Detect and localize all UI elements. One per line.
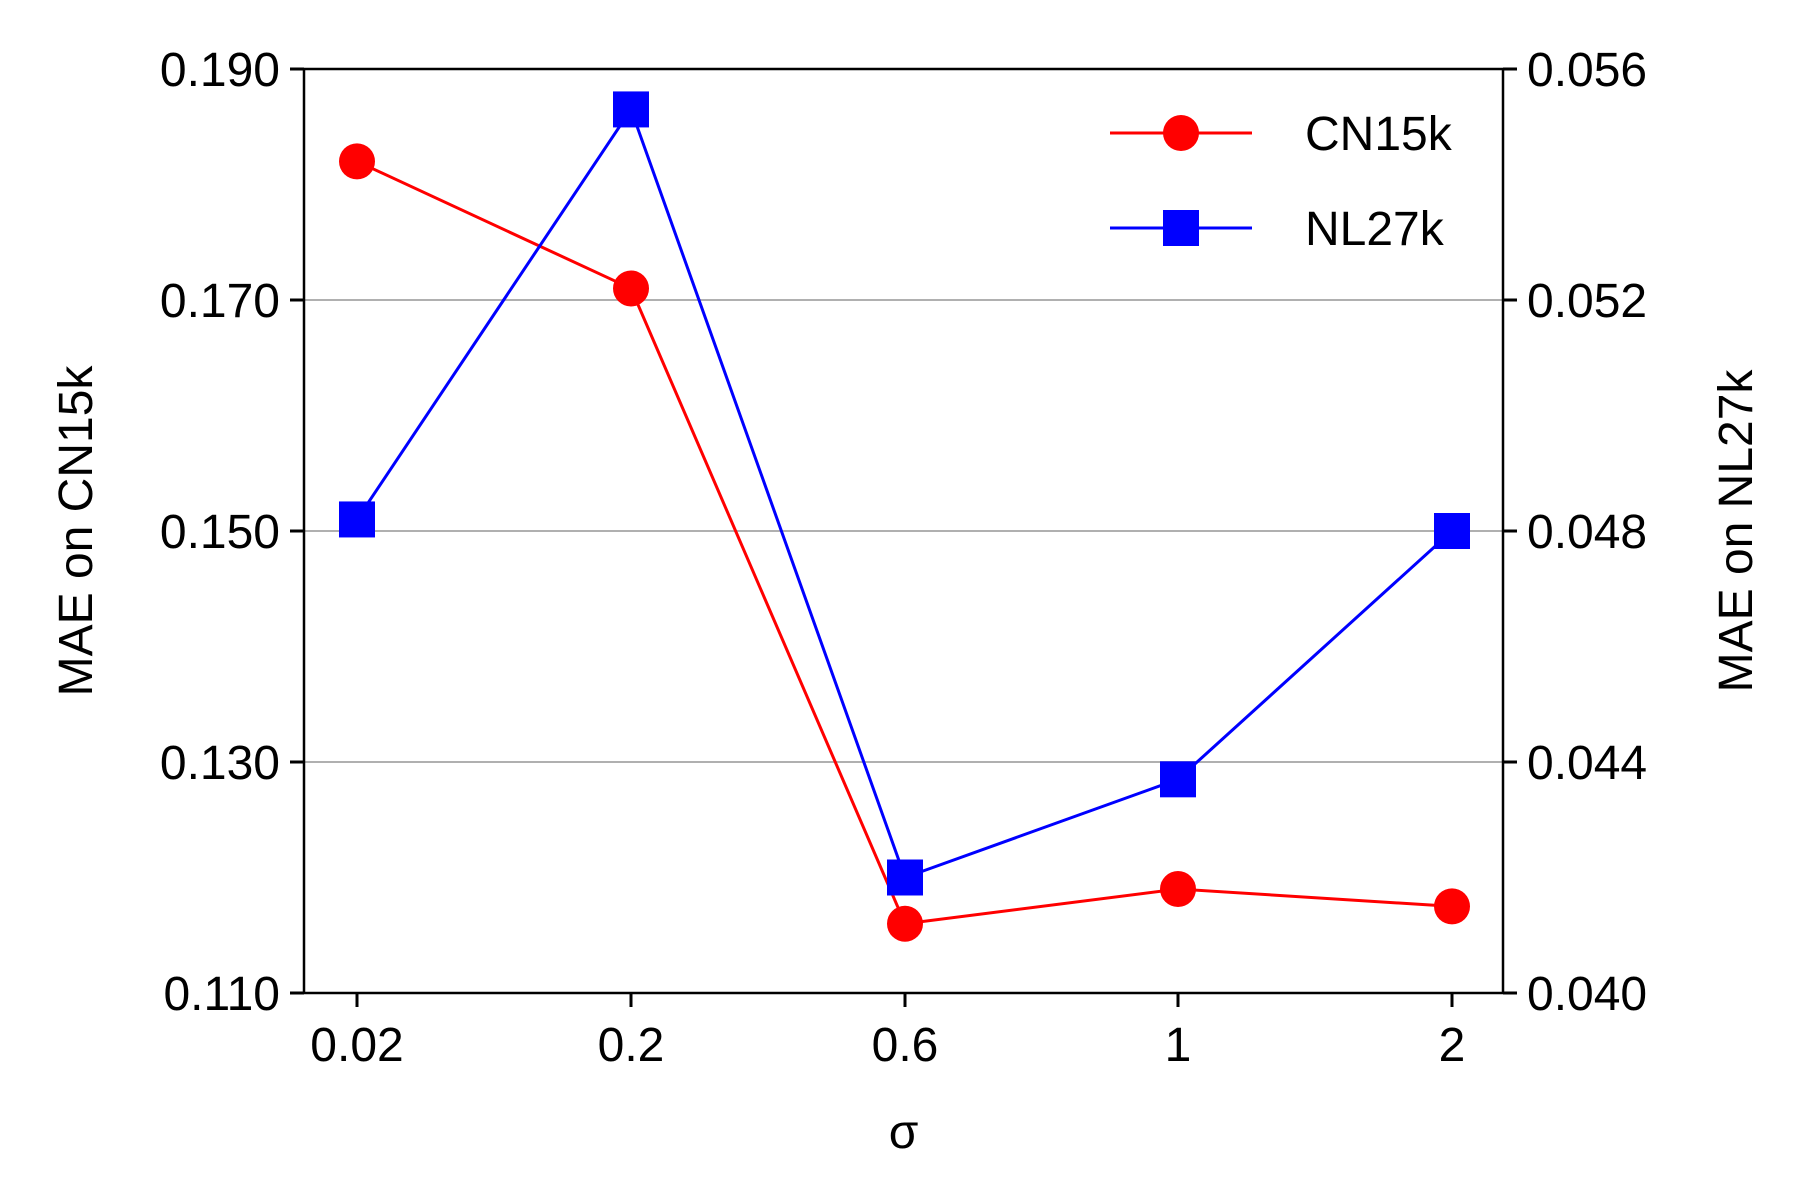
cn15k-data-point (1160, 871, 1196, 908)
left-tick-label: 0.110 (163, 968, 280, 1021)
right-tick-label: 0.040 (1527, 968, 1647, 1021)
nl27k-legend-marker (1163, 210, 1199, 246)
series-layer (339, 91, 1470, 942)
left-tick-label: 0.190 (160, 44, 280, 97)
x-tick-label: 0.2 (598, 1019, 665, 1072)
nl27k-legend-label: NL27k (1305, 203, 1445, 256)
left-tick-label: 0.130 (160, 737, 280, 790)
left-y-axis-ticks: 0.110 0.130 0.150 0.170 0.190 (160, 44, 304, 1021)
cn15k-data-point (1434, 888, 1470, 925)
gridlines (304, 299, 1503, 763)
x-axis-ticks: 0.02 0.2 0.6 1 2 (310, 993, 1465, 1072)
right-tick-label: 0.056 (1527, 44, 1647, 97)
nl27k-data-point (1434, 513, 1470, 549)
x-tick-label: 0.6 (872, 1019, 939, 1072)
cn15k-data-point (339, 143, 375, 180)
nl27k-data-point (339, 501, 375, 538)
x-tick-label: 1 (1165, 1019, 1192, 1072)
nl27k-data-point (887, 859, 923, 896)
nl27k-data-point (613, 91, 649, 128)
legend: CN15k NL27k (1110, 108, 1453, 256)
cn15k-data-point (613, 270, 649, 307)
right-tick-label: 0.044 (1527, 737, 1647, 790)
right-tick-label: 0.052 (1527, 275, 1647, 328)
cn15k-legend-label: CN15k (1305, 108, 1453, 161)
right-y-axis-ticks: 0.040 0.044 0.048 0.052 0.056 (1503, 44, 1647, 1021)
x-axis-title: σ (889, 1106, 919, 1159)
left-tick-label: 0.170 (160, 275, 280, 328)
right-tick-label: 0.048 (1527, 506, 1647, 559)
cn15k-legend-marker (1163, 115, 1199, 151)
cn15k-data-point (887, 905, 923, 942)
left-y-axis-title: MAE on CN15k (50, 365, 103, 697)
x-tick-label: 0.02 (310, 1019, 403, 1072)
left-tick-label: 0.150 (160, 506, 280, 559)
x-tick-label: 2 (1439, 1019, 1466, 1072)
nl27k-data-point (1160, 761, 1196, 798)
right-y-axis-title: MAE on NL27k (1710, 369, 1763, 693)
